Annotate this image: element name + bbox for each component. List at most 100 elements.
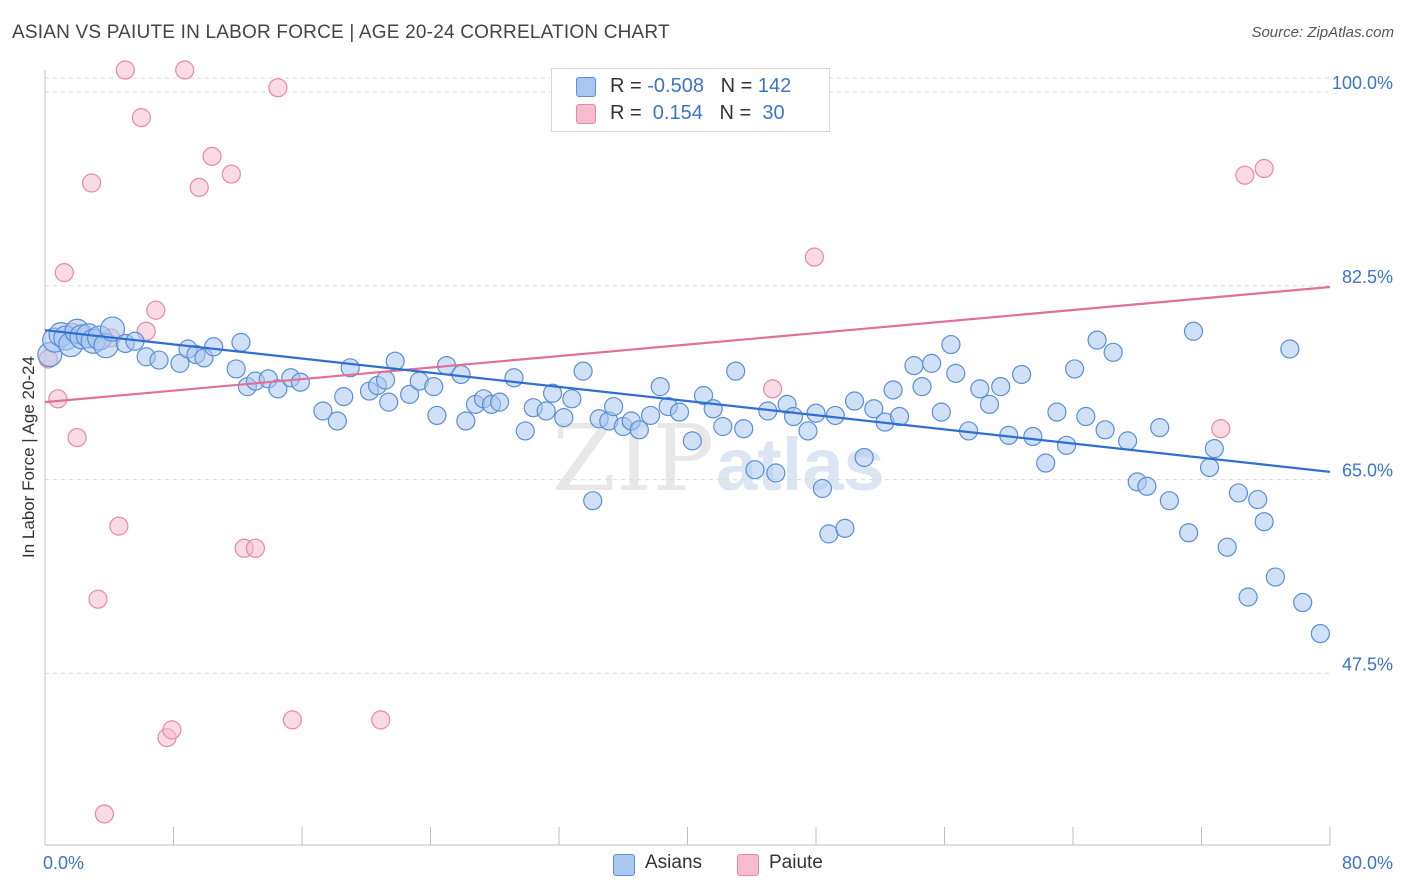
asian-point (844, 391, 865, 411)
asian-point (669, 402, 690, 422)
asian-point (970, 379, 990, 399)
stats-legend-row-asians: R = -0.508 N = 142 (576, 74, 791, 100)
y-axis-label: In Labor Force | Age 20-24 (19, 356, 38, 558)
asian-point (726, 361, 746, 381)
paiute-point (81, 173, 102, 193)
asian-point (268, 379, 288, 399)
asian-point (1137, 476, 1157, 496)
paiute-point (115, 60, 135, 80)
y-tick-label: 65.0% (1342, 461, 1393, 481)
tick-labels: 47.5% 65.0% 82.5% 100.0% 0.0% 80.0% In Labor F… (19, 73, 1393, 873)
paiute-point (202, 146, 222, 166)
asian-point (991, 377, 1011, 397)
paiute-point (1235, 165, 1255, 185)
paiute-point (189, 177, 209, 197)
paiute-point (804, 247, 824, 267)
paiute-point (282, 710, 302, 730)
asian-point (1087, 330, 1107, 350)
asian-point (1228, 483, 1249, 503)
legend-asians-label: Asians (645, 852, 703, 873)
asian-point (806, 403, 826, 423)
asian-point (379, 392, 399, 412)
asian-point (941, 334, 961, 355)
asian-point (904, 356, 924, 376)
asian-point (504, 368, 524, 388)
paiute-swatch (576, 104, 596, 124)
asian-point (149, 350, 169, 370)
asian-point (573, 361, 593, 381)
asian-point (1199, 457, 1220, 478)
paiute-point (268, 78, 288, 98)
x-tick-label-min: 0.0% (43, 853, 84, 873)
source-label: Source: ZipAtlas.com (1251, 24, 1394, 41)
asian-point (783, 406, 804, 427)
asian-point (290, 372, 310, 392)
paiute-n-label: N = (719, 102, 757, 124)
asian-point (1254, 512, 1274, 532)
asian-point (734, 419, 754, 439)
asian-point (682, 431, 702, 451)
asian-trendline (44, 329, 1331, 473)
asian-point (629, 420, 649, 440)
asian-point (456, 411, 476, 431)
paiute-point (221, 164, 241, 184)
paiute-point (245, 538, 266, 558)
asian-point (650, 377, 670, 397)
axes (44, 70, 1331, 846)
paiute-point (109, 516, 129, 536)
asian-point (1265, 567, 1285, 587)
asian-point (1280, 339, 1300, 359)
asian-point (536, 401, 556, 421)
asian-point (1217, 537, 1237, 557)
paiute-r-label: R = (610, 102, 648, 124)
paiute-point (48, 389, 68, 409)
asians-n-value: 142 (757, 75, 792, 97)
asian-point (812, 478, 833, 499)
asian-point (327, 411, 347, 431)
legend-asians-swatch (613, 854, 635, 876)
asian-point (1095, 420, 1115, 440)
stats-legend: R = -0.508 N = 142 R = 0.154 N = 30 (551, 68, 830, 132)
asian-point (1056, 435, 1077, 455)
asian-point (825, 405, 845, 426)
asian-point (798, 421, 818, 441)
asian-point (931, 402, 951, 422)
chart-title: ASIAN VS PAIUTE IN LABOR FORCE | AGE 20-… (12, 22, 670, 43)
asian-point (1238, 587, 1258, 607)
asian-point (1293, 592, 1313, 613)
paiute-point (1211, 419, 1231, 439)
asian-point (819, 524, 839, 544)
asian-point (1179, 523, 1199, 543)
asian-point (1150, 418, 1170, 438)
asian-point (427, 405, 447, 426)
asian-point (604, 396, 624, 417)
asian-point (766, 463, 786, 483)
asian-point (1036, 453, 1056, 473)
asian-point (883, 380, 903, 400)
asian-point (854, 447, 874, 468)
asian-point (1248, 489, 1268, 510)
asian-point (170, 353, 190, 373)
legend-paiute-label: Paiute (769, 852, 823, 873)
asian-point (946, 363, 966, 383)
asian-point (864, 399, 884, 419)
asian-point (226, 359, 246, 379)
asian-point (400, 384, 420, 404)
asian-point (542, 383, 563, 403)
asian-point (1047, 402, 1067, 422)
paiute-point (371, 710, 391, 730)
paiute-point (67, 427, 87, 448)
asians-r-label: R = (610, 75, 648, 97)
paiute-n-value: 30 (756, 102, 785, 124)
asian-point (515, 421, 535, 441)
asian-point (231, 332, 251, 352)
asian-point (1159, 491, 1179, 511)
asian-point (1204, 439, 1224, 459)
paiute-point (54, 263, 74, 283)
asian-point (1065, 359, 1085, 379)
paiute-point (162, 720, 182, 740)
asian-point (1076, 406, 1096, 427)
asian-point (640, 405, 661, 426)
asian-point (313, 401, 333, 421)
